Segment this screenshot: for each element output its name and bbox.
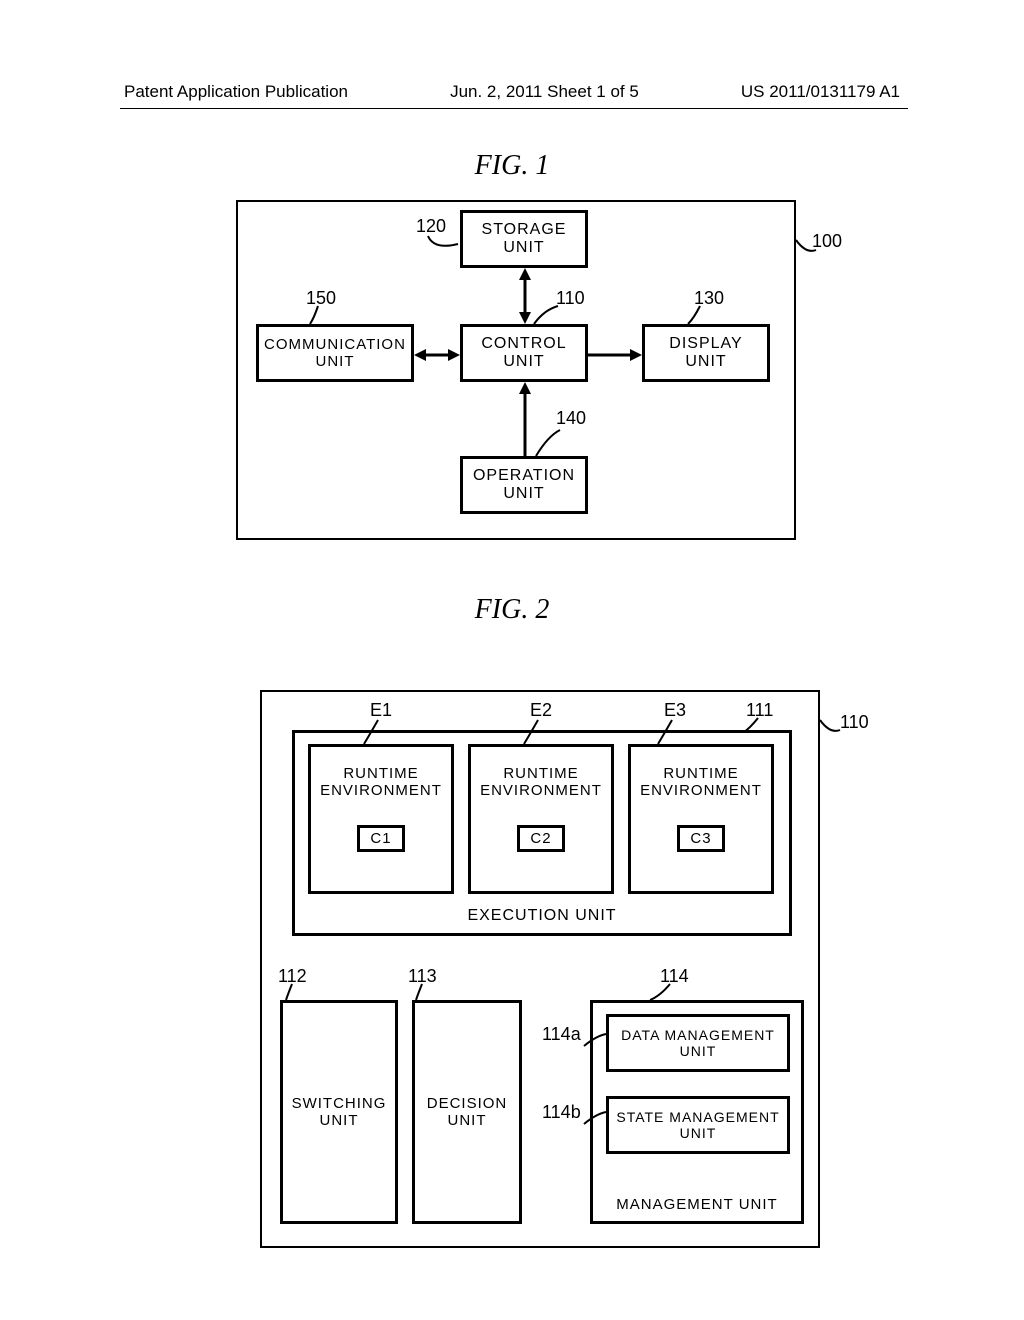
display-unit: DISPLAY UNIT [642,324,770,382]
operation-l1: OPERATION [473,467,575,485]
dm-l2: UNIT [680,1043,717,1059]
lead-e1 [364,720,388,746]
operation-unit: OPERATION UNIT [460,456,588,514]
execution-label: EXECUTION UNIT [467,907,616,925]
arrow-control-display [588,340,642,370]
header-left: Patent Application Publication [124,82,348,102]
storage-l2: UNIT [503,239,544,257]
ref-e3: E3 [664,700,686,721]
lead-100 [796,240,826,260]
runtime-env-2: RUNTIME ENVIRONMENT C2 [468,744,614,894]
runtime-env-1: RUNTIME ENVIRONMENT C1 [308,744,454,894]
storage-l1: STORAGE [482,221,567,239]
fig2-title: FIG. 2 [0,594,1024,626]
lead-114a [584,1034,608,1048]
dm-l1: DATA MANAGEMENT [621,1027,775,1043]
mgmt-label: MANAGEMENT UNIT [616,1196,777,1213]
comm-l1: COMMUNICATION [264,336,406,353]
ref-114a: 114a [542,1024,581,1045]
arrow-comm-control [414,340,460,370]
lead-120 [420,236,460,256]
lead-150 [310,306,340,326]
arrow-storage-control [510,268,540,324]
header-right: US 2011/0131179 A1 [741,82,900,102]
lead-114 [650,984,674,1002]
display-l2: UNIT [685,353,726,371]
c2-box: C2 [517,825,564,852]
c1-box: C1 [357,825,404,852]
page: Patent Application Publication Jun. 2, 2… [0,0,1024,1320]
lead-114b [584,1112,608,1126]
sm-l2: UNIT [680,1125,717,1141]
lead-e3 [658,720,682,746]
control-l2: UNIT [503,353,544,371]
arrow-operation-control [510,382,540,456]
decision-unit: DECISION UNIT [412,1000,522,1224]
page-header: Patent Application Publication Jun. 2, 2… [0,82,1024,102]
control-unit: CONTROL UNIT [460,324,588,382]
dec-l1: DECISION [427,1095,508,1112]
c3-box: C3 [677,825,724,852]
storage-unit: STORAGE UNIT [460,210,588,268]
sw-l1: SWITCHING [292,1095,387,1112]
lead-113 [416,984,436,1002]
re2-l1: RUNTIME [503,765,578,782]
data-mgmt-unit: DATA MANAGEMENT UNIT [606,1014,790,1072]
display-l1: DISPLAY [669,335,742,353]
lead-112 [286,984,306,1002]
re1-l1: RUNTIME [343,765,418,782]
lead-111 [744,718,774,734]
runtime-env-3: RUNTIME ENVIRONMENT C3 [628,744,774,894]
control-l1: CONTROL [481,335,566,353]
ref-114b: 114b [542,1102,581,1123]
switching-unit: SWITCHING UNIT [280,1000,398,1224]
sm-l1: STATE MANAGEMENT [616,1109,779,1125]
re2-l2: ENVIRONMENT [480,782,602,799]
dec-l2: UNIT [448,1112,487,1129]
ref-120: 120 [416,216,446,237]
sw-l2: UNIT [320,1112,359,1129]
comm-l2: UNIT [316,353,355,370]
lead-140 [536,426,566,456]
re3-l1: RUNTIME [663,765,738,782]
lead-130 [688,306,718,326]
state-mgmt-unit: STATE MANAGEMENT UNIT [606,1096,790,1154]
lead-e2 [524,720,548,746]
header-center: Jun. 2, 2011 Sheet 1 of 5 [450,82,639,102]
ref-e2: E2 [530,700,552,721]
re1-l2: ENVIRONMENT [320,782,442,799]
ref-e1: E1 [370,700,392,721]
header-rule [120,108,908,109]
fig1-title: FIG. 1 [0,150,1024,182]
communication-unit: COMMUNICATION UNIT [256,324,414,382]
lead-f2-110 [820,720,850,740]
re3-l2: ENVIRONMENT [640,782,762,799]
operation-l2: UNIT [503,485,544,503]
